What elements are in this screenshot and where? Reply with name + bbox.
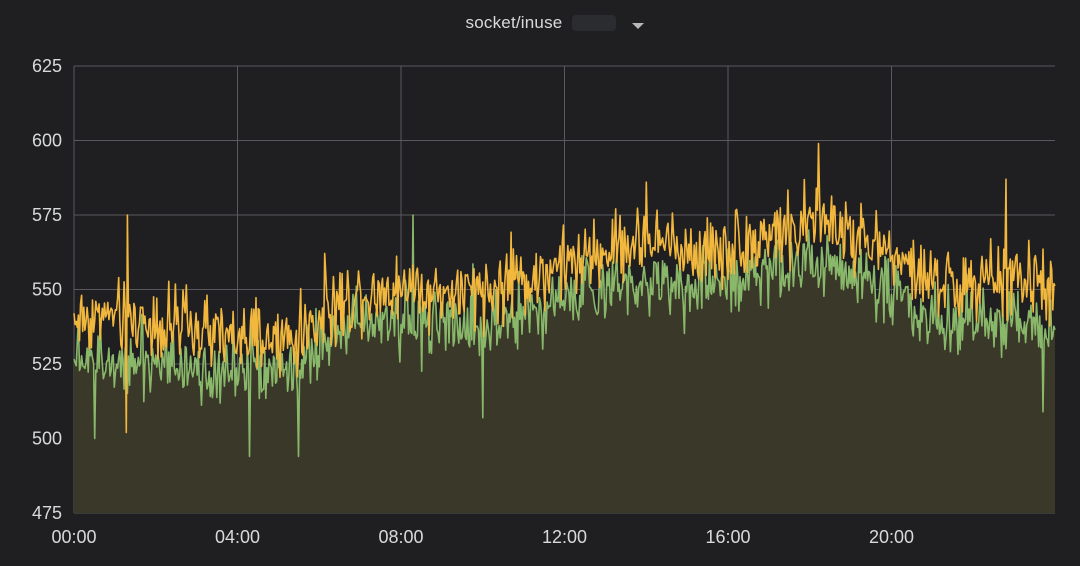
y-tick-label: 575 bbox=[32, 205, 62, 225]
y-tick-label: 500 bbox=[32, 429, 62, 449]
x-tick-label: 20:00 bbox=[869, 527, 914, 547]
y-axis: 475 500 525 550 575 600 625 bbox=[32, 56, 62, 523]
y-tick-label: 550 bbox=[32, 280, 62, 300]
redacted-title-suffix bbox=[572, 15, 617, 31]
x-tick-label: 00:00 bbox=[51, 527, 96, 547]
series-fill-area bbox=[74, 215, 1055, 513]
panel-header: socket/inuse bbox=[0, 0, 1080, 46]
series-yellow-line bbox=[73, 142, 1056, 434]
panel-title: socket/inuse bbox=[465, 13, 563, 32]
y-tick-label: 600 bbox=[32, 131, 62, 151]
x-tick-label: 08:00 bbox=[378, 527, 423, 547]
y-tick-label: 475 bbox=[32, 503, 62, 523]
series-green-line bbox=[73, 214, 1056, 458]
x-tick-label: 12:00 bbox=[542, 527, 587, 547]
series-green-area bbox=[74, 215, 1055, 513]
caret-down-icon[interactable] bbox=[632, 23, 645, 29]
x-tick-label: 16:00 bbox=[705, 527, 750, 547]
y-tick-label: 525 bbox=[32, 354, 62, 374]
x-axis: 00:00 04:00 08:00 12:00 16:00 20:00 bbox=[51, 527, 914, 547]
panel-title-menu[interactable]: socket/inuse bbox=[466, 13, 645, 33]
y-tick-label: 625 bbox=[32, 56, 62, 76]
x-tick-label: 04:00 bbox=[215, 527, 260, 547]
series-lines bbox=[73, 142, 1056, 458]
